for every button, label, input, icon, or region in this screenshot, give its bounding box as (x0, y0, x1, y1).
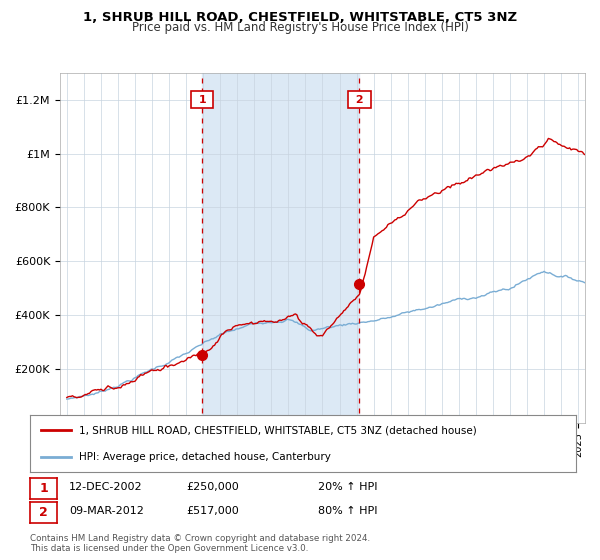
Text: £517,000: £517,000 (186, 506, 239, 516)
Text: HPI: Average price, detached house, Canterbury: HPI: Average price, detached house, Cant… (79, 451, 331, 461)
Text: Contains HM Land Registry data © Crown copyright and database right 2024.
This d: Contains HM Land Registry data © Crown c… (30, 534, 370, 553)
Text: Price paid vs. HM Land Registry's House Price Index (HPI): Price paid vs. HM Land Registry's House … (131, 21, 469, 34)
Text: 1, SHRUB HILL ROAD, CHESTFIELD, WHITSTABLE, CT5 3NZ: 1, SHRUB HILL ROAD, CHESTFIELD, WHITSTAB… (83, 11, 517, 24)
Text: 2: 2 (352, 95, 367, 105)
Text: 80% ↑ HPI: 80% ↑ HPI (318, 506, 377, 516)
Bar (202, 73, 359, 423)
Text: 1, SHRUB HILL ROAD, CHESTFIELD, WHITSTABLE, CT5 3NZ (detached house): 1, SHRUB HILL ROAD, CHESTFIELD, WHITSTAB… (79, 426, 477, 435)
Text: 12-DEC-2002: 12-DEC-2002 (69, 482, 143, 492)
Text: 1: 1 (39, 482, 48, 495)
Text: 09-MAR-2012: 09-MAR-2012 (69, 506, 144, 516)
Text: £250,000: £250,000 (186, 482, 239, 492)
Text: 20% ↑ HPI: 20% ↑ HPI (318, 482, 377, 492)
Text: 2: 2 (39, 506, 48, 519)
Text: 1: 1 (194, 95, 210, 105)
